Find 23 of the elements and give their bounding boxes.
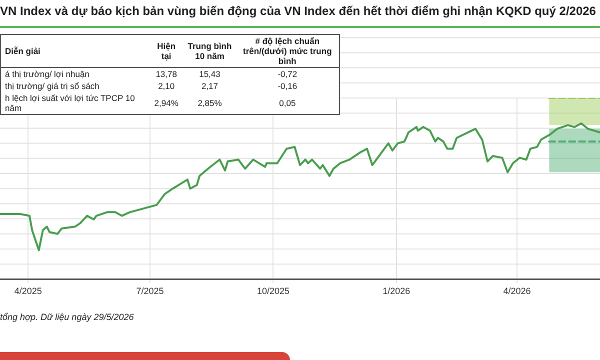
text: 2,17	[200, 80, 220, 92]
annotation: 2,94%	[153, 97, 180, 110]
text: Trung bình 10 năm	[184, 34, 236, 68]
annotation: 0,05	[278, 97, 297, 110]
x-tick-label: 7/2025	[136, 286, 164, 296]
chart-title: VN Index và dự báo kịch bản vùng biến động của VN Index đến hết thời điểm ghi nhận KQKD quý 2/2026	[0, 4, 596, 18]
text: Hiện tại	[149, 34, 184, 68]
text: tổng hợp. Dữ liệu ngày 29/5/2026	[0, 312, 134, 322]
x-tick-label: 4/2026	[503, 286, 531, 296]
text: 15,43	[198, 68, 222, 80]
text: Diễn giải	[0, 34, 149, 68]
text: -0,72	[276, 68, 298, 80]
annotation: 2,85%	[196, 97, 223, 110]
text: thị trường/ giá trị sổ sách	[4, 80, 100, 92]
x-tick-label: 4/2025	[14, 286, 42, 296]
text: á thị trường/ lợi nhuận	[4, 68, 90, 80]
text: 13,78	[154, 68, 178, 80]
x-tick-label: 10/2025	[256, 286, 290, 296]
annotation: h lệch lợi suất với lợi tức TPCP 10 năm	[4, 92, 136, 114]
text: # độ lệch chuẩn trên/(dưới) mức trung bình	[236, 34, 340, 68]
text: -0,16	[276, 80, 298, 92]
text: 2,10	[157, 80, 176, 92]
x-tick-label: 1/2026	[382, 286, 410, 296]
